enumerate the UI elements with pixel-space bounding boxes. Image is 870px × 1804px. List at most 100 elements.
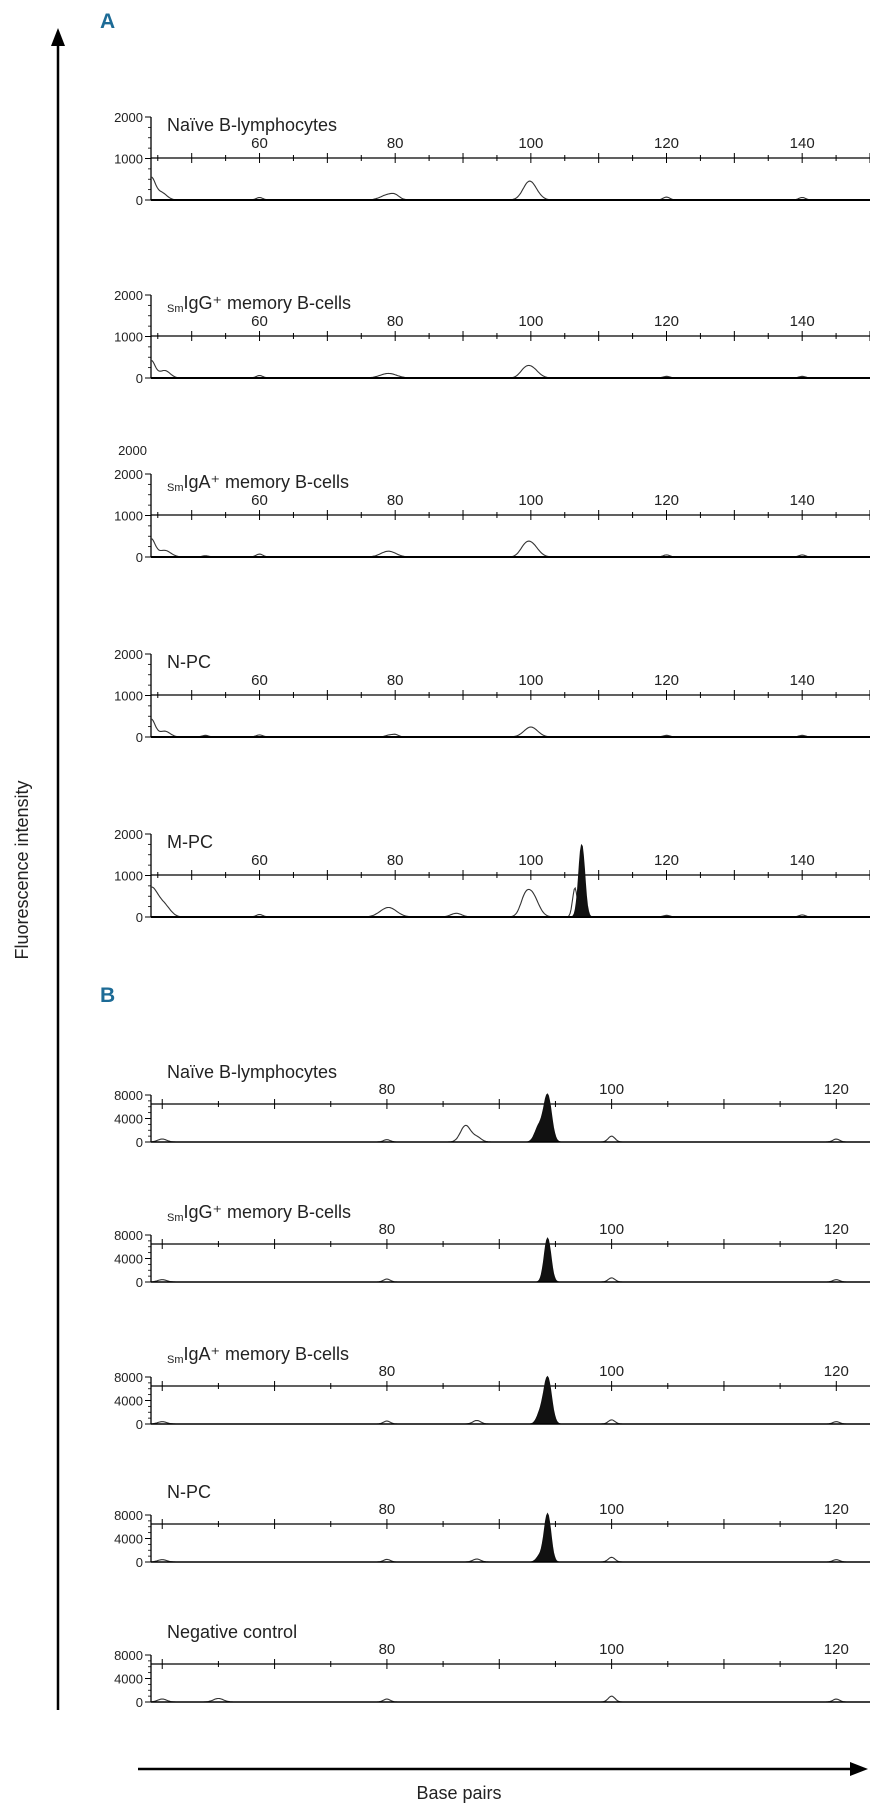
trace-outline (150, 538, 870, 558)
y-tick-label: 0 (136, 371, 143, 386)
y-tick-label: 2000 (114, 110, 143, 125)
x-tick-label: 120 (824, 1363, 849, 1380)
x-tick-label: 100 (599, 1081, 624, 1098)
x-tick-label: 80 (387, 135, 404, 152)
x-tick-label: 60 (251, 852, 268, 869)
panel-letter-a: A (100, 10, 115, 33)
x-tick-label: 140 (790, 135, 815, 152)
x-tick-label: 120 (654, 852, 679, 869)
x-tick-label: 100 (599, 1221, 624, 1238)
y-axis-title: Fluorescence intensity (12, 780, 32, 959)
x-tick-label: 80 (387, 313, 404, 330)
y-tick-label: 0 (136, 193, 143, 208)
x-axis-title: Base pairs (416, 1783, 501, 1803)
y-tick-label: 4000 (114, 1672, 143, 1687)
y-tick-label: 0 (136, 910, 143, 925)
x-tick-label: 100 (518, 852, 543, 869)
subplot-6: Naïve B-lymphocytes 80 100 120 0 4000 8000 (114, 1062, 870, 1150)
trace-outline (150, 1124, 870, 1143)
y-tick-label: 4000 (114, 1252, 143, 1267)
y-tick-label: 1000 (114, 330, 143, 345)
subplot-title: N-PC (167, 1482, 211, 1502)
subplot-title: Naïve B-lymphocytes (167, 115, 337, 135)
subplot-title: M-PC (167, 832, 213, 852)
subplot-5: M-PC 60 80 100 120 140 0 1000 2000 (114, 827, 870, 925)
y-tick-label: 0 (136, 730, 143, 745)
subplot-title-text: IgG⁺ memory B-cells (184, 293, 352, 313)
x-tick-label: 120 (654, 492, 679, 509)
panel-letter-b: B (100, 984, 115, 1007)
subplot-title-text: IgA⁺ memory B-cells (184, 472, 350, 492)
x-tick-label: 80 (379, 1641, 396, 1658)
trace-filled (151, 1512, 870, 1563)
x-tick-label: 60 (251, 492, 268, 509)
subplot-7: SmIgG⁺ memory B-cells 80 100 120 0 4000 8000 (114, 1202, 870, 1290)
y-tick-label: 8000 (114, 1370, 143, 1385)
x-tick-label: 120 (654, 135, 679, 152)
y-tick-label: 2000 (114, 827, 143, 842)
subplot-title: Naïve B-lymphocytes (167, 1062, 337, 1082)
x-tick-label: 140 (790, 672, 815, 689)
x-tick-label: 60 (251, 135, 268, 152)
subplot-title-prefix: Sm (167, 1212, 184, 1224)
trace-filled (151, 1375, 870, 1425)
x-tick-label: 140 (790, 492, 815, 509)
subplot-9: N-PC 80 100 120 0 4000 8000 (114, 1482, 870, 1570)
subplot-title: N-PC (167, 652, 211, 672)
x-tick-label: 120 (824, 1221, 849, 1238)
y-tick-label: 1000 (114, 509, 143, 524)
y-tick-label: 2000 (114, 467, 143, 482)
subplot-title-text: IgA⁺ memory B-cells (184, 1344, 350, 1364)
x-tick-label: 140 (790, 313, 815, 330)
trace-outline (150, 718, 870, 738)
x-tick-label: 100 (518, 313, 543, 330)
x-tick-label: 100 (599, 1501, 624, 1518)
subplot-10: Negative control 80 100 120 0 4000 8000 (114, 1622, 870, 1710)
subplot-title-text: IgG⁺ memory B-cells (184, 1202, 352, 1222)
trace-outline (150, 1695, 870, 1703)
y-tick-label: 8000 (114, 1228, 143, 1243)
y-axis-arrowhead (51, 28, 65, 46)
x-tick-label: 140 (790, 852, 815, 869)
x-tick-label: 80 (379, 1081, 396, 1098)
x-tick-label: 100 (518, 672, 543, 689)
x-tick-label: 80 (379, 1501, 396, 1518)
x-tick-label: 120 (824, 1501, 849, 1518)
subplot-title: SmIgG⁺ memory B-cells (167, 1202, 351, 1224)
y-tick-label: 0 (136, 1555, 143, 1570)
trace-filled (151, 1093, 870, 1143)
y-tick-label: 4000 (114, 1394, 143, 1409)
y-tick-label: 0 (136, 1135, 143, 1150)
subplot-title-prefix: Sm (167, 1354, 184, 1366)
subplot-8: SmIgA⁺ memory B-cells 80 100 120 0 4000 8000 (114, 1344, 870, 1432)
x-axis-arrowhead (850, 1762, 868, 1776)
y-tick-label: 4000 (114, 1532, 143, 1547)
y-tick-label: 1000 (114, 869, 143, 884)
x-tick-label: 120 (654, 313, 679, 330)
y-tick-label: 1000 (114, 689, 143, 704)
subplot-title: Negative control (167, 1622, 297, 1642)
y-tick-label: 0 (136, 1695, 143, 1710)
y-tick-label: 8000 (114, 1508, 143, 1523)
subplot-title: SmIgG⁺ memory B-cells (167, 293, 351, 315)
x-tick-label: 100 (518, 492, 543, 509)
x-tick-label: 80 (387, 852, 404, 869)
x-tick-label: 60 (251, 313, 268, 330)
x-tick-label: 120 (654, 672, 679, 689)
x-tick-label: 80 (387, 492, 404, 509)
x-tick-label: 80 (387, 672, 404, 689)
trace-outline (150, 886, 870, 918)
subplot-title-prefix: Sm (167, 303, 184, 315)
x-tick-label: 80 (379, 1221, 396, 1238)
trace-outline (150, 359, 870, 379)
x-tick-label: 80 (379, 1363, 396, 1380)
y-tick-label: 0 (136, 550, 143, 565)
subplot-title: SmIgA⁺ memory B-cells (167, 472, 349, 494)
subplot-title-prefix: Sm (167, 482, 184, 494)
x-tick-label: 100 (518, 135, 543, 152)
